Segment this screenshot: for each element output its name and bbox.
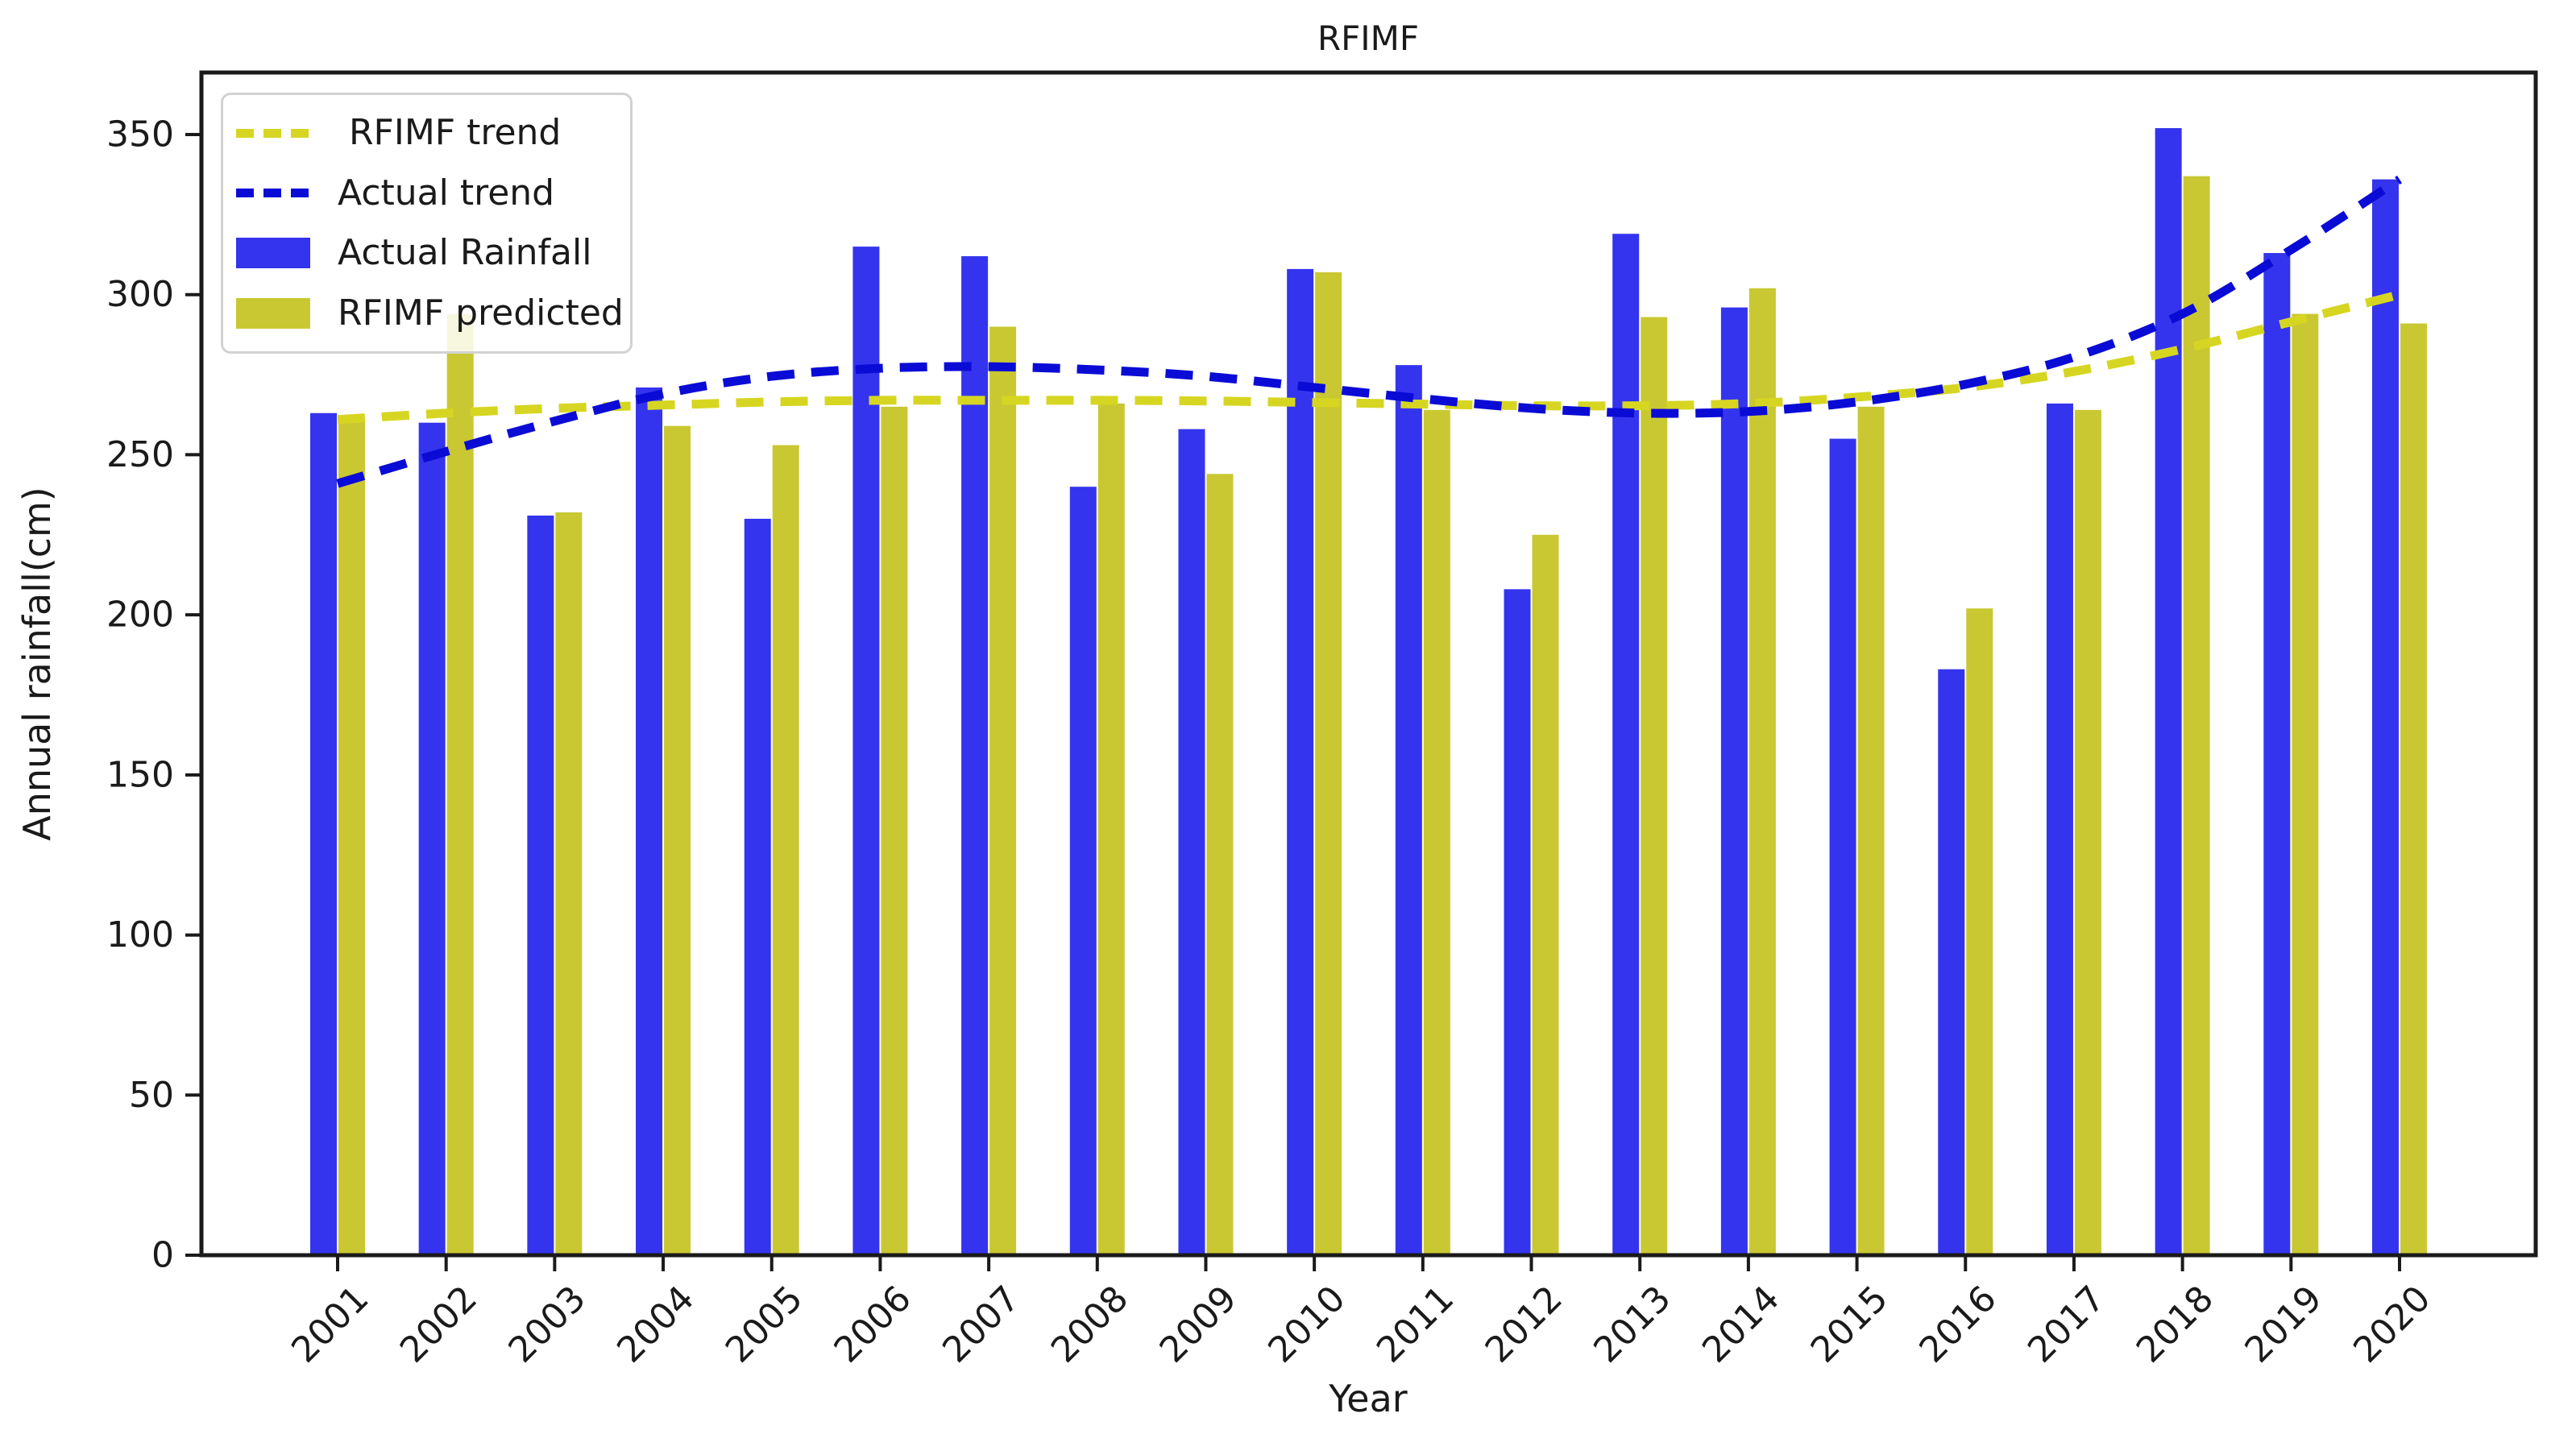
x-tick-label-2007: 2007 xyxy=(935,1278,1027,1370)
bar-actual-2011 xyxy=(1395,365,1422,1255)
rfimf-predicted-swatch-icon xyxy=(236,297,310,329)
bar-actual-2006 xyxy=(852,247,880,1256)
x-tick-label-2001: 2001 xyxy=(284,1278,376,1370)
x-tick-label-2018: 2018 xyxy=(2129,1278,2221,1370)
bar-predicted-2003 xyxy=(555,512,583,1255)
trend-line-actual xyxy=(336,175,2403,488)
bar-predicted-2016 xyxy=(1966,608,1993,1255)
x-axis-label: Year xyxy=(1328,1377,1407,1420)
bar-actual-2015 xyxy=(1829,438,1856,1255)
plot-border xyxy=(199,70,2538,1258)
bar-predicted-2006 xyxy=(881,406,908,1255)
bar-actual-2016 xyxy=(1938,669,1965,1255)
bar-predicted-2002 xyxy=(446,313,474,1255)
x-tick-label-2011: 2011 xyxy=(1369,1278,1462,1370)
bar-predicted-2014 xyxy=(1748,288,1776,1255)
bar-predicted-2020 xyxy=(2400,323,2427,1255)
bar-predicted-2010 xyxy=(1315,272,1342,1255)
legend-label: Actual trend xyxy=(338,172,555,213)
axes-layer xyxy=(199,70,2538,1258)
trend-lines-layer xyxy=(336,175,2403,488)
bar-predicted-2004 xyxy=(664,425,691,1256)
bar-predicted-2019 xyxy=(2292,313,2319,1255)
bar-actual-2010 xyxy=(1287,268,1314,1255)
x-tick-label-2017: 2017 xyxy=(2020,1278,2113,1370)
rfimf-trend-dashed-line-icon xyxy=(236,128,310,138)
x-tick-label-2014: 2014 xyxy=(1695,1278,1787,1370)
bar-actual-2003 xyxy=(527,515,554,1255)
bar-actual-2017 xyxy=(2046,403,2073,1256)
bar-actual-2020 xyxy=(2372,179,2399,1255)
legend-label: RFIMF predicted xyxy=(338,292,624,334)
legend-entry-rfimf-predicted: RFIMF predicted xyxy=(236,295,624,331)
bar-actual-2005 xyxy=(744,518,771,1255)
bar-predicted-2009 xyxy=(1206,474,1234,1255)
legend-entry-rfimf-trend: RFIMF trend xyxy=(236,115,617,151)
bar-predicted-2005 xyxy=(772,445,799,1255)
x-tick-label-2003: 2003 xyxy=(501,1278,594,1370)
bar-predicted-2001 xyxy=(338,419,365,1255)
y-tick-label: 200 xyxy=(106,595,174,636)
legend-entry-actual-trend: Actual trend xyxy=(236,172,617,213)
legend-label: RFIMF trend xyxy=(338,112,562,154)
bar-actual-2009 xyxy=(1178,429,1205,1255)
chart-title: RFIMF xyxy=(1317,19,1419,58)
bar-predicted-2008 xyxy=(1097,403,1125,1256)
bar-predicted-2012 xyxy=(1532,534,1559,1255)
bar-predicted-2007 xyxy=(989,326,1017,1255)
x-tick-label-2002: 2002 xyxy=(392,1278,485,1370)
bar-actual-2001 xyxy=(310,412,337,1255)
y-tick-label: 250 xyxy=(106,434,174,475)
x-tick-label-2019: 2019 xyxy=(2237,1278,2329,1370)
x-tick-label-2012: 2012 xyxy=(1478,1278,1570,1370)
bar-actual-2012 xyxy=(1504,589,1531,1255)
y-tick-label: 50 xyxy=(129,1075,174,1116)
x-tick-label-2009: 2009 xyxy=(1152,1278,1245,1370)
legend-entry-actual-rainfall: Actual Rainfall xyxy=(236,235,617,271)
y-tick-label: 100 xyxy=(106,914,174,955)
bar-actual-2018 xyxy=(2155,128,2182,1256)
bar-actual-2014 xyxy=(1720,307,1748,1255)
bar-actual-2013 xyxy=(1612,234,1640,1255)
trend-line-rfimf xyxy=(337,290,2401,425)
bar-actual-2002 xyxy=(418,422,446,1255)
y-tick-label: 350 xyxy=(106,114,174,155)
x-tick-label-2004: 2004 xyxy=(609,1278,702,1370)
bar-predicted-2015 xyxy=(1857,406,1885,1255)
legend-label: Actual Rainfall xyxy=(338,232,592,274)
actual-trend-dashed-line-icon xyxy=(236,189,310,198)
x-tick-label-2010: 2010 xyxy=(1260,1278,1353,1370)
bar-predicted-2018 xyxy=(2183,176,2210,1255)
x-tick-label-2015: 2015 xyxy=(1803,1278,1896,1370)
y-tick-label: 150 xyxy=(106,754,174,795)
bars-layer xyxy=(310,128,2427,1256)
x-tick-label-2006: 2006 xyxy=(827,1278,919,1370)
y-tick-label: 0 xyxy=(151,1235,174,1276)
x-tick-label-2016: 2016 xyxy=(1911,1278,2004,1370)
y-tick-label: 300 xyxy=(106,274,174,315)
bar-actual-2008 xyxy=(1069,487,1097,1255)
legend: RFIMF trend Actual trend Actual Rainfall… xyxy=(221,93,633,354)
bar-predicted-2013 xyxy=(1641,317,1668,1255)
y-axis-label: Annual rainfall(cm) xyxy=(15,487,59,841)
bar-predicted-2017 xyxy=(2074,409,2101,1255)
bar-actual-2007 xyxy=(961,256,989,1256)
x-tick-label-2020: 2020 xyxy=(2346,1278,2438,1370)
bar-actual-2019 xyxy=(2263,253,2291,1255)
bar-predicted-2011 xyxy=(1423,409,1450,1255)
x-tick-label-2008: 2008 xyxy=(1043,1278,1136,1370)
x-tick-label-2005: 2005 xyxy=(718,1278,811,1370)
actual-rainfall-swatch-icon xyxy=(236,238,310,269)
bar-actual-2004 xyxy=(636,387,663,1256)
x-tick-label-2013: 2013 xyxy=(1586,1278,1678,1370)
